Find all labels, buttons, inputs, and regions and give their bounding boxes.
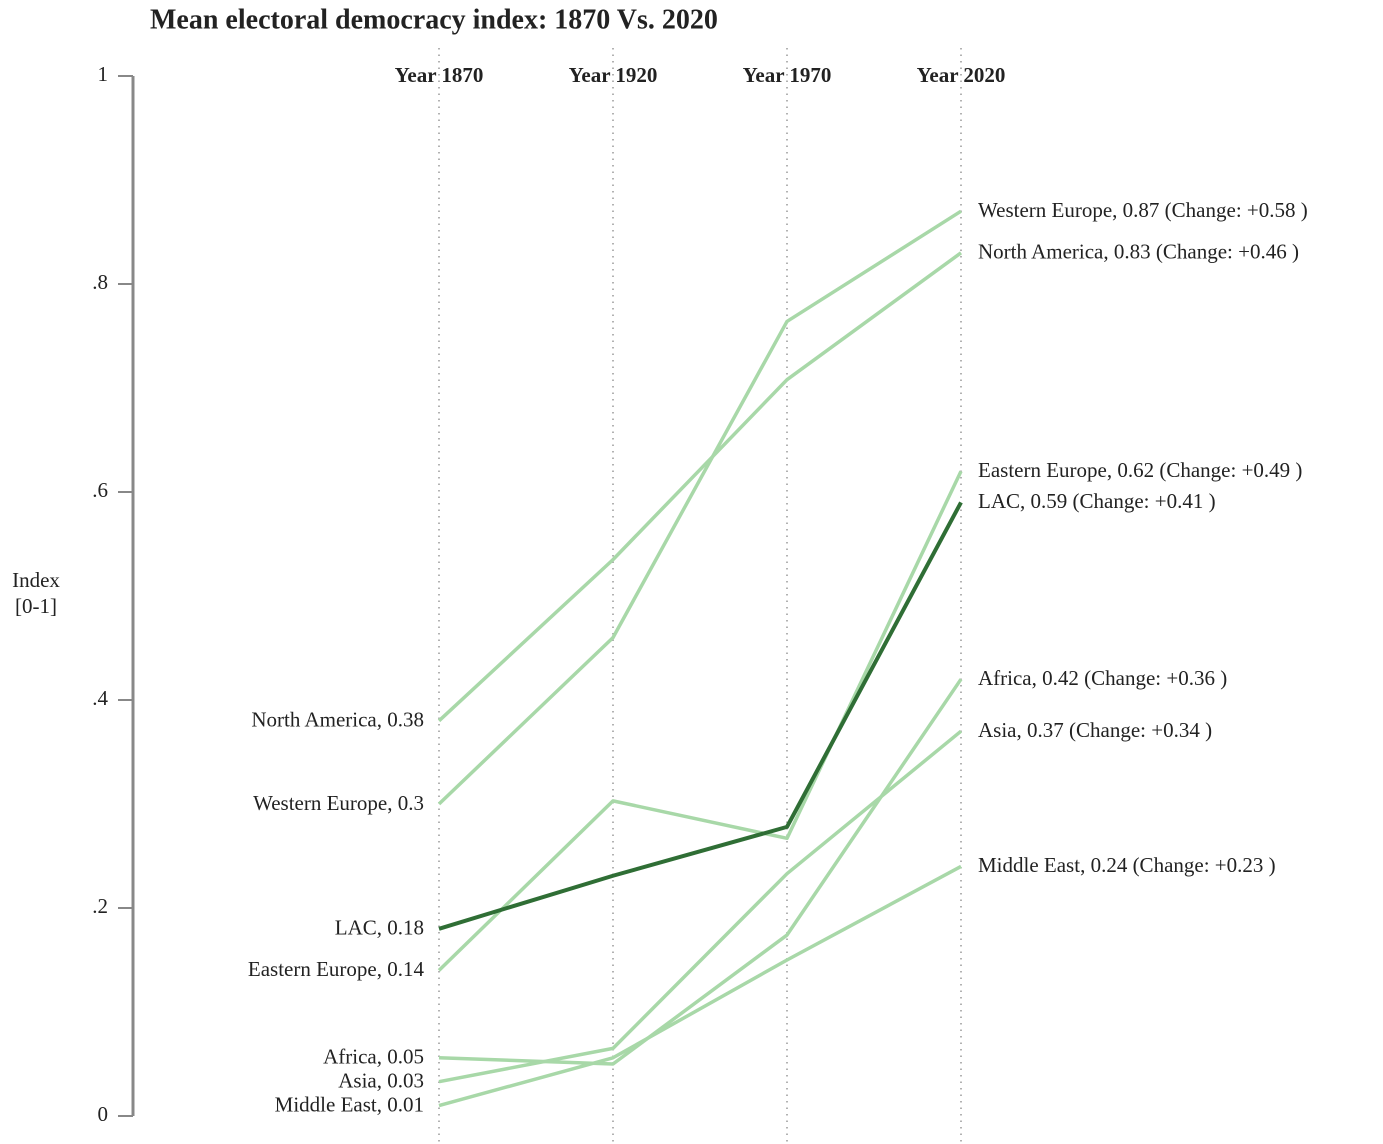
value-label: LAC, 0.59 (Change: +0.41 )	[978, 489, 1216, 513]
category-label: Year 2020	[917, 63, 1006, 87]
y-axis-label: [0-1]	[15, 594, 57, 618]
chart-title: Mean electoral democracy index: 1870 Vs.…	[150, 4, 718, 35]
value-label: Middle East, 0.01	[275, 1092, 424, 1116]
series-line	[437, 470, 963, 972]
value-label: Western Europe, 0.87 (Change: +0.58 )	[978, 198, 1308, 222]
y-tick-label: 1	[98, 62, 109, 86]
series-line	[438, 864, 962, 1108]
value-label: Asia, 0.37 (Change: +0.34 )	[978, 718, 1212, 742]
y-axis-label: Index	[12, 568, 60, 592]
series-line	[437, 251, 963, 723]
series-line	[437, 209, 962, 806]
category-label: Year 1870	[395, 63, 484, 87]
y-tick-label: .2	[92, 894, 108, 918]
value-label: North America, 0.38	[251, 708, 424, 732]
series-line	[438, 729, 963, 1084]
category-label: Year 1970	[743, 63, 832, 87]
series-line	[438, 501, 963, 931]
value-label: Asia, 0.03	[338, 1068, 424, 1092]
y-tick-label: .8	[92, 270, 108, 294]
y-tick-label: .6	[92, 478, 108, 502]
value-label: Africa, 0.42 (Change: +0.36 )	[978, 666, 1227, 690]
y-tick-label: .4	[92, 686, 108, 710]
value-label: North America, 0.83 (Change: +0.46 )	[978, 240, 1299, 264]
value-label: Africa, 0.05	[323, 1045, 424, 1069]
value-label: Middle East, 0.24 (Change: +0.23 )	[978, 853, 1276, 877]
series-line	[438, 678, 963, 1066]
value-label: Western Europe, 0.3	[253, 791, 424, 815]
y-tick-label: 0	[98, 1102, 109, 1126]
category-label: Year 1920	[569, 63, 658, 87]
value-label: Eastern Europe, 0.14	[248, 957, 425, 981]
value-label: Eastern Europe, 0.62 (Change: +0.49 )	[978, 458, 1302, 482]
value-label: LAC, 0.18	[335, 916, 424, 940]
